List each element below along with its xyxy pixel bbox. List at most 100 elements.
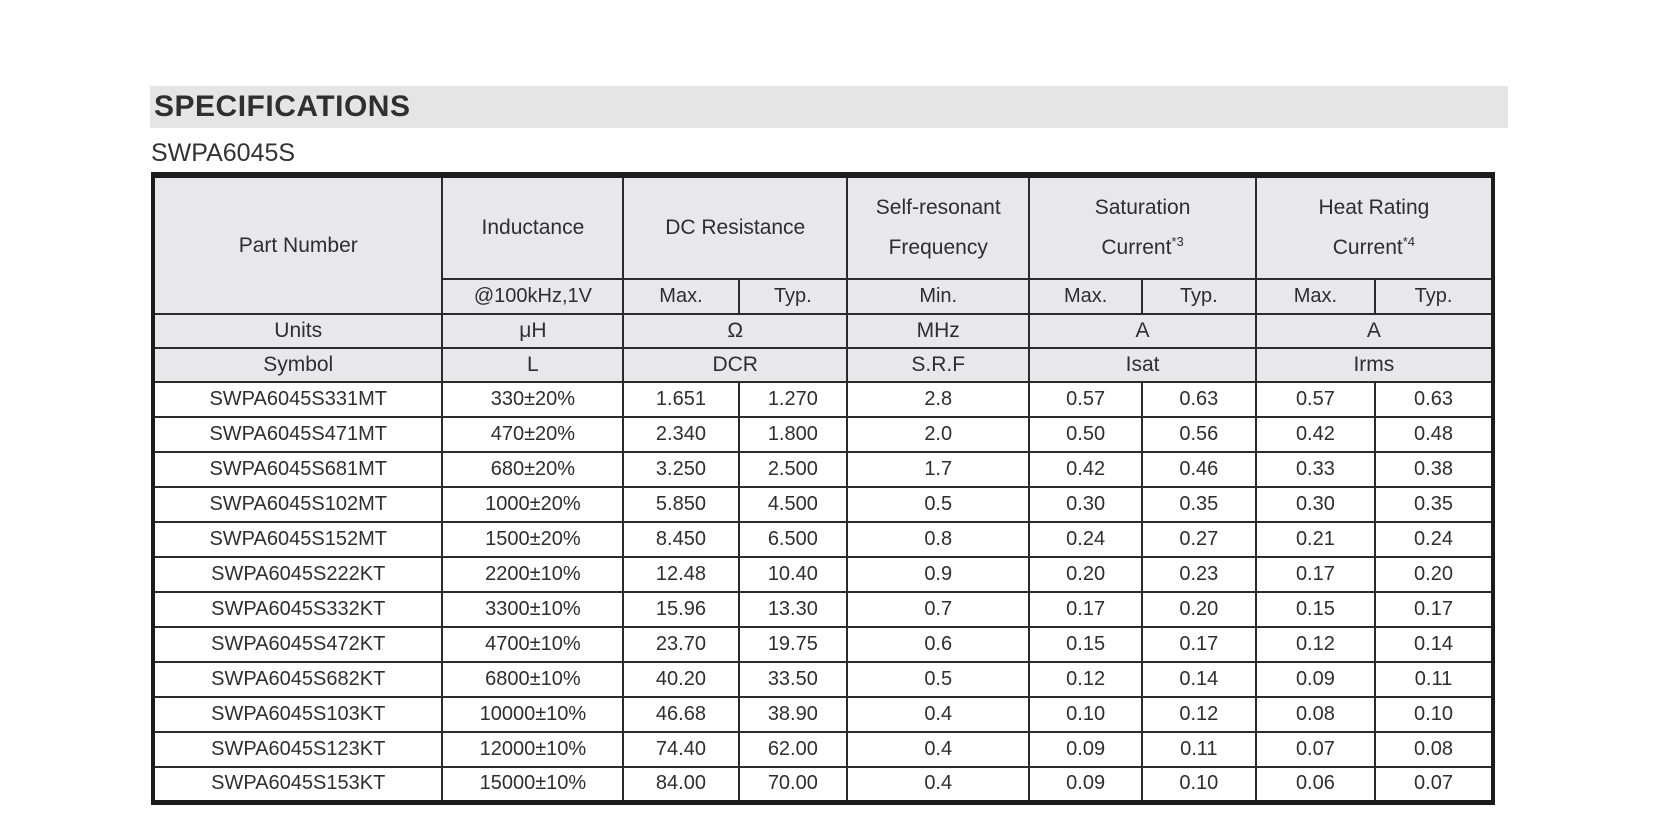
cell-isat-typ: 0.14 [1140, 661, 1257, 698]
cell-part-number: SWPA6045S152MT [151, 521, 444, 558]
cell-irms-typ: 0.11 [1374, 661, 1494, 698]
cell-part-number: SWPA6045S332KT [151, 591, 444, 628]
header-row-conditions: @100kHz,1V Max. Typ. Min. Max. Typ. Max.… [153, 278, 1494, 315]
heat-rating-footnote-ref: *4 [1402, 234, 1416, 249]
units-label: Units [151, 313, 444, 349]
units-srf: MHz [846, 313, 1031, 349]
saturation-header-line1: Saturation [1094, 196, 1191, 220]
cell-isat-typ: 0.17 [1140, 626, 1257, 663]
cell-isat-max: 0.50 [1028, 416, 1143, 453]
cell-part-number: SWPA6045S331MT [151, 381, 444, 418]
cell-srf-min: 0.5 [846, 486, 1031, 523]
cell-srf-min: 0.8 [846, 521, 1031, 558]
cell-dcr-typ: 70.00 [737, 766, 849, 803]
cell-isat-max: 0.17 [1028, 591, 1143, 628]
subheader-irms-typ: Typ. [1374, 278, 1494, 315]
table-row: SWPA6045S681MT 680±20% 3.250 2.500 1.7 0… [151, 451, 1494, 488]
symbol-irms: Irms [1254, 347, 1495, 383]
cell-part-number: SWPA6045S153KT [151, 766, 444, 803]
cell-part-number: SWPA6045S222KT [151, 556, 444, 593]
srf-header-line1: Self-resonant [875, 196, 1001, 220]
cell-inductance: 10000±10% [441, 696, 625, 733]
cell-isat-typ: 0.12 [1140, 696, 1257, 733]
units-irms: A [1254, 313, 1495, 349]
cell-isat-max: 0.42 [1028, 451, 1143, 488]
symbol-dcr: DCR [622, 347, 849, 383]
cell-srf-min: 0.9 [846, 556, 1031, 593]
cell-part-number: SWPA6045S682KT [151, 661, 444, 698]
cell-dcr-max: 23.70 [622, 626, 740, 663]
cell-irms-typ: 0.20 [1374, 556, 1494, 593]
subheader-isat-max: Max. [1028, 278, 1143, 315]
table-row: SWPA6045S102MT 1000±20% 5.850 4.500 0.5 … [151, 486, 1494, 523]
cell-irms-max: 0.17 [1254, 556, 1377, 593]
col-header-self-resonant-frequency: Self-resonant Frequency [846, 174, 1031, 280]
cell-isat-max: 0.20 [1028, 556, 1143, 593]
cell-dcr-max: 5.850 [622, 486, 740, 523]
table-row: SWPA6045S472KT 4700±10% 23.70 19.75 0.6 … [151, 626, 1494, 663]
subheader-isat-typ: Typ. [1140, 278, 1257, 315]
cell-irms-max: 0.12 [1254, 626, 1377, 663]
cell-dcr-max: 84.00 [622, 766, 740, 803]
series-name: SWPA6045S [151, 139, 296, 167]
saturation-header-line2: Current [1101, 236, 1172, 259]
cell-srf-min: 1.7 [846, 451, 1031, 488]
cell-dcr-typ: 19.75 [737, 626, 849, 663]
subheader-inductance-condition: @100kHz,1V [441, 278, 625, 315]
cell-irms-max: 0.07 [1254, 731, 1377, 768]
units-row: Units μH Ω MHz A A [151, 313, 1495, 349]
cell-dcr-typ: 13.30 [737, 591, 849, 628]
cell-inductance: 330±20% [441, 381, 625, 418]
cell-irms-typ: 0.14 [1374, 626, 1494, 663]
cell-dcr-typ: 2.500 [737, 451, 849, 488]
cell-isat-max: 0.15 [1028, 626, 1143, 663]
cell-isat-typ: 0.10 [1140, 766, 1257, 803]
col-header-heat-rating-current: Heat Rating Current*4 [1254, 174, 1495, 280]
cell-dcr-typ: 6.500 [737, 521, 849, 558]
cell-srf-min: 0.4 [846, 731, 1031, 768]
col-header-inductance: Inductance [441, 174, 625, 280]
cell-inductance: 1000±20% [441, 486, 625, 523]
cell-irms-typ: 0.07 [1374, 766, 1494, 803]
cell-dcr-typ: 62.00 [737, 731, 849, 768]
cell-isat-typ: 0.56 [1140, 416, 1257, 453]
cell-irms-max: 0.57 [1254, 381, 1377, 418]
cell-dcr-max: 74.40 [622, 731, 740, 768]
table-row: SWPA6045S682KT 6800±10% 40.20 33.50 0.5 … [151, 661, 1494, 698]
cell-irms-max: 0.08 [1254, 696, 1377, 733]
cell-irms-typ: 0.10 [1374, 696, 1494, 733]
symbol-row: Symbol L DCR S.R.F Isat Irms [151, 347, 1495, 383]
units-inductance: μH [441, 313, 625, 349]
cell-isat-typ: 0.46 [1140, 451, 1257, 488]
subheader-srf-min: Min. [846, 278, 1031, 315]
header-row-groups: Part Number Inductance DC Resistance Sel… [151, 174, 1495, 315]
cell-dcr-max: 1.651 [622, 381, 740, 418]
col-header-part-number: Part Number [151, 174, 444, 315]
cell-part-number: SWPA6045S123KT [151, 731, 444, 768]
cell-irms-max: 0.09 [1254, 661, 1377, 698]
section-title-bar: SPECIFICATIONS [150, 86, 1508, 128]
table-row: SWPA6045S123KT 12000±10% 74.40 62.00 0.4… [151, 731, 1494, 768]
cell-srf-min: 2.8 [846, 381, 1031, 418]
cell-isat-max: 0.57 [1028, 381, 1143, 418]
subheader-dcr-typ: Typ. [737, 278, 849, 315]
heat-rating-header-line1: Heat Rating [1318, 196, 1430, 220]
cell-inductance: 12000±10% [441, 731, 625, 768]
cell-dcr-typ: 10.40 [737, 556, 849, 593]
cell-inductance: 680±20% [441, 451, 625, 488]
cell-irms-max: 0.42 [1254, 416, 1377, 453]
heat-rating-header-line2: Current [1332, 236, 1403, 259]
units-dcr: Ω [622, 313, 849, 349]
table-row: SWPA6045S331MT 330±20% 1.651 1.270 2.8 0… [151, 381, 1494, 418]
cell-isat-max: 0.10 [1028, 696, 1143, 733]
cell-srf-min: 0.5 [846, 661, 1031, 698]
cell-irms-typ: 0.63 [1374, 381, 1494, 418]
cell-dcr-typ: 1.800 [737, 416, 849, 453]
symbol-isat: Isat [1028, 347, 1257, 383]
cell-part-number: SWPA6045S102MT [151, 486, 444, 523]
units-isat: A [1028, 313, 1257, 349]
table-row: SWPA6045S222KT 2200±10% 12.48 10.40 0.9 … [151, 556, 1494, 593]
cell-inductance: 15000±10% [441, 766, 625, 803]
symbol-srf: S.R.F [846, 347, 1031, 383]
cell-dcr-max: 8.450 [622, 521, 740, 558]
